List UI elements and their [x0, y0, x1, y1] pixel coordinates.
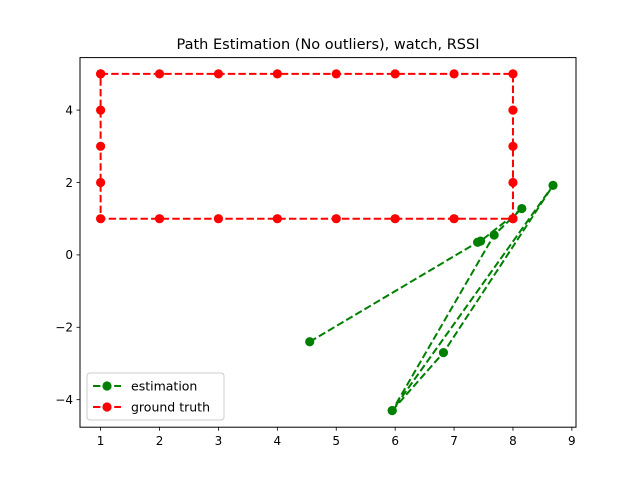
ground-truth-point [508, 177, 518, 188]
estimation-point [548, 180, 558, 190]
ground-truth-point [154, 214, 165, 224]
y-axis: −4 −2 0 2 4 [55, 103, 80, 407]
ground-truth-point [96, 214, 106, 224]
x-tick-label: 2 [156, 434, 164, 448]
x-tick-label: 1 [97, 434, 105, 448]
estimation-point [305, 337, 315, 347]
legend: estimation ground truth [86, 372, 225, 421]
ground-truth-point [96, 141, 106, 151]
ground-truth-point [96, 177, 106, 188]
y-tick-label: 0 [65, 248, 73, 262]
x-tick-label: 7 [450, 434, 458, 448]
estimation-point [387, 405, 397, 416]
estimation-point [489, 230, 499, 240]
legend-ground-truth-label: ground truth [131, 400, 210, 415]
x-tick-label: 9 [568, 434, 576, 448]
ground-truth-point [272, 69, 282, 79]
ground-truth-point [449, 214, 459, 224]
x-tick-label: 8 [509, 434, 517, 448]
ground-truth-point [272, 214, 282, 224]
legend-box [86, 372, 225, 421]
x-tick-label: 5 [332, 434, 340, 448]
x-tick-label: 4 [274, 434, 282, 448]
legend-estimation-label: estimation [131, 379, 197, 394]
plot-area [96, 69, 558, 416]
estimation-point [475, 236, 486, 246]
x-tick-label: 6 [391, 434, 399, 448]
y-tick-label: −2 [55, 321, 73, 335]
legend-estimation-marker [102, 381, 112, 391]
x-tick-label: 3 [215, 434, 223, 448]
y-tick-label: 2 [65, 176, 73, 190]
ground-truth-point [213, 69, 224, 79]
estimation-point [438, 348, 449, 358]
ground-truth-point [96, 69, 106, 79]
ground-truth-point [449, 69, 459, 79]
legend-ground-truth-marker [102, 402, 112, 412]
y-tick-label: −4 [55, 393, 73, 407]
ground-truth-point [96, 105, 106, 115]
ground-truth-point [508, 214, 518, 224]
chart-title: Path Estimation (No outliers), watch, RS… [177, 37, 480, 53]
x-axis: 1 2 3 4 5 6 7 8 9 [97, 427, 576, 448]
ground-truth-point [390, 214, 400, 224]
ground-truth-point [154, 69, 165, 79]
ground-truth-point [213, 214, 224, 224]
estimation-point [517, 203, 527, 214]
ground-truth-point [508, 105, 518, 115]
ground-truth-point [331, 69, 341, 79]
ground-truth-point [508, 69, 518, 79]
axes-frame [79, 57, 577, 428]
ground-truth-point [331, 214, 341, 224]
ground-truth-point [390, 69, 400, 79]
ground-truth-point [508, 141, 518, 151]
y-tick-label: 4 [65, 103, 73, 117]
